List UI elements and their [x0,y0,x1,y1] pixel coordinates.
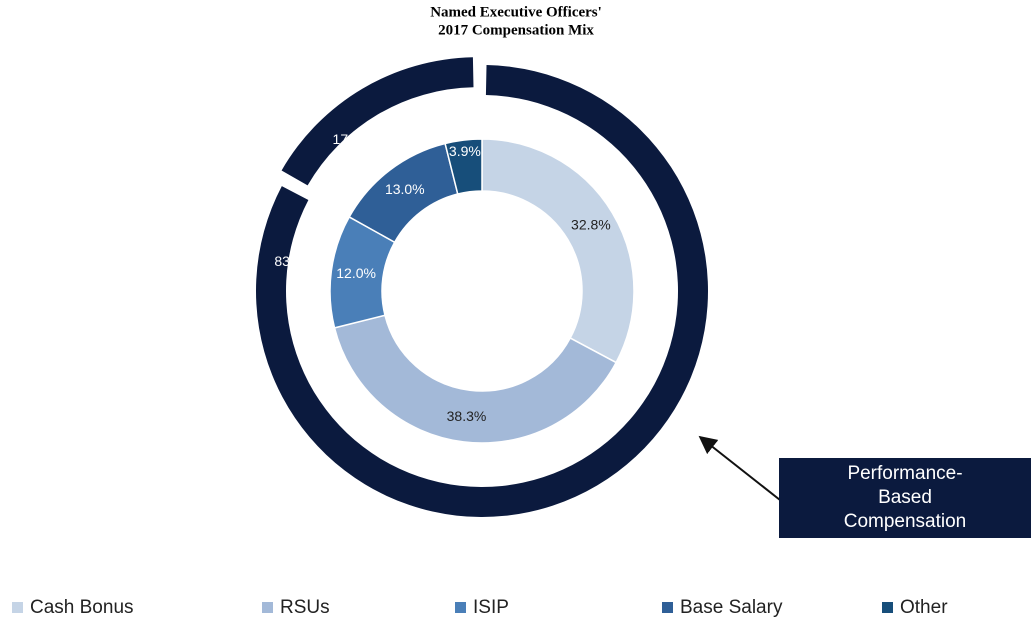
legend-label: Other [900,597,948,618]
chart-title: 2017 Compensation Mix [438,22,594,38]
annotation-arrow [698,435,781,501]
legend-swatch [662,602,673,613]
legend-label: ISIP [473,597,509,618]
legend-label: Base Salary [680,597,783,618]
legend-swatch [12,602,23,613]
data-label: 12.0% [336,265,376,281]
data-label: 83.0% [274,253,314,269]
data-label: 38.3% [447,408,487,424]
legend-label: RSUs [280,597,330,618]
legend-label: Cash Bonus [30,597,134,618]
donut-slice [444,138,483,195]
data-label: 13.0% [385,181,425,197]
data-label: 17.0% [333,131,373,147]
donut-slice [481,138,635,364]
data-label: 3.9% [449,143,481,159]
chart-title: Named Executive Officers' [430,4,602,20]
legend-swatch [262,602,273,613]
donut-slice [333,314,618,444]
outer-slice [281,57,474,186]
legend-swatch [455,602,466,613]
legend-swatch [882,602,893,613]
data-label: 32.8% [571,216,611,232]
annotation: Performance-Based Compensation [779,458,1031,538]
